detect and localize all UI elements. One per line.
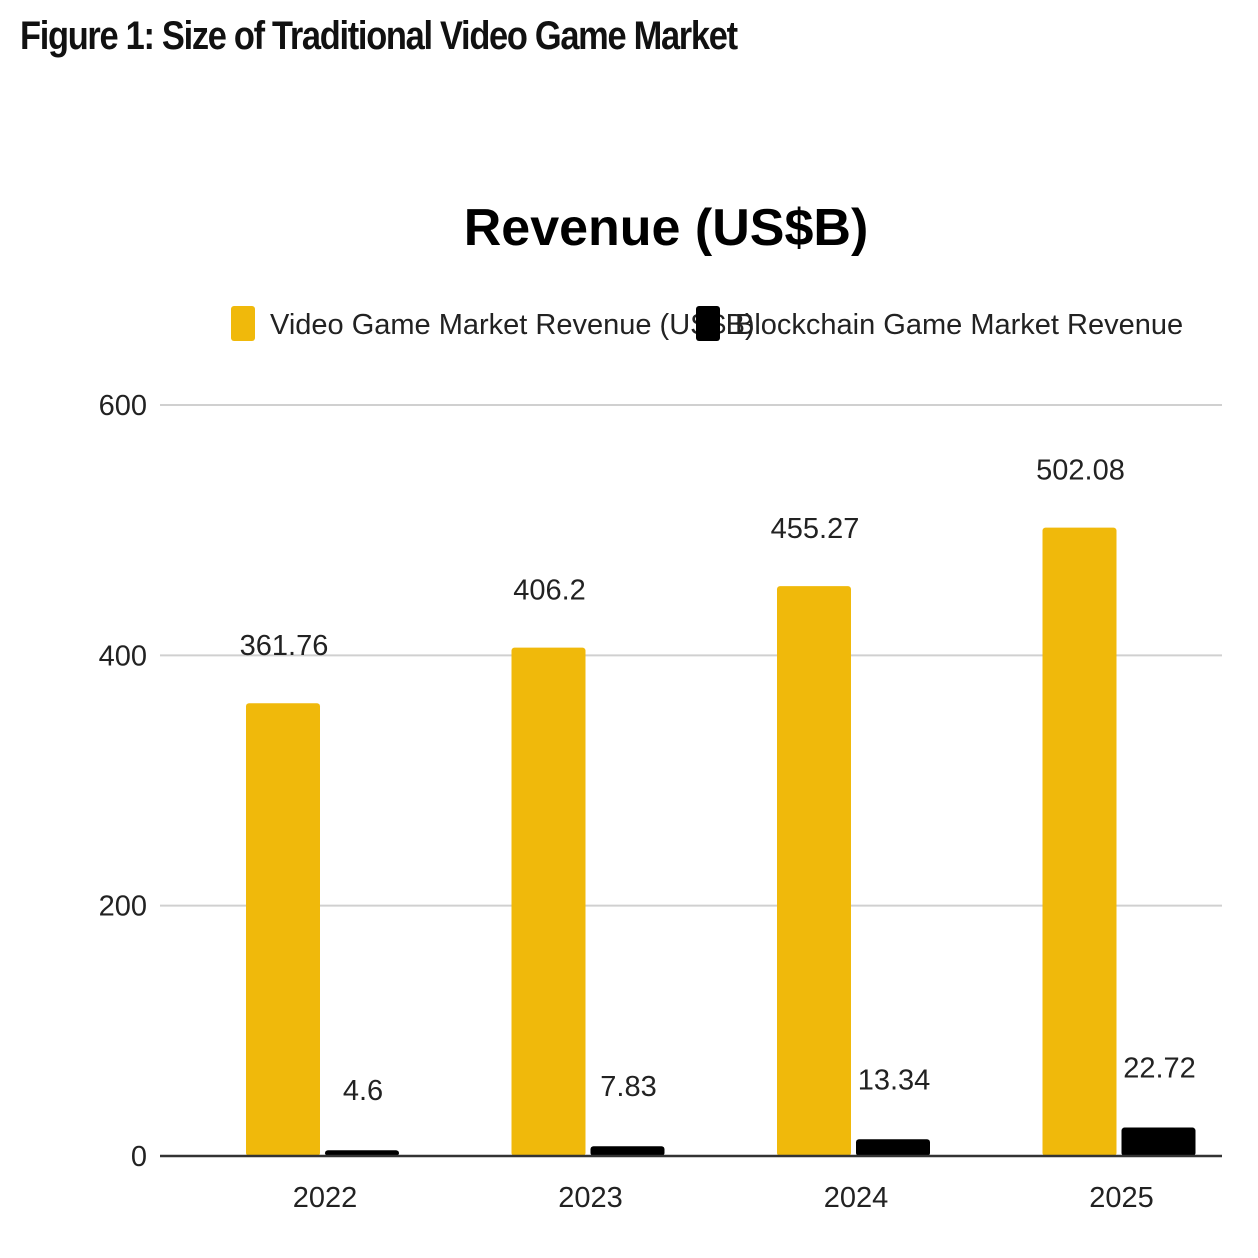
- data-label-blockchain-2022: 4.6: [343, 1075, 383, 1107]
- figure-title: Figure 1: Size of Traditional Video Game…: [20, 14, 738, 58]
- bar-blockchain-2025: [1121, 1127, 1196, 1156]
- x-tick-label-2022: 2022: [293, 1182, 358, 1214]
- legend-label-blockchain: Blockchain Game Market Revenue: [735, 309, 1183, 341]
- bars: [246, 527, 1196, 1156]
- data-labels: 361.76 4.6 406.2 7.83 455.27 13.34 502.08 22.72: [240, 455, 1196, 1108]
- x-axis-ticks: 2022 2023 2024 2025: [293, 1182, 1154, 1214]
- y-tick-label-600: 600: [99, 390, 147, 422]
- chart-title: Revenue (US$B): [464, 199, 869, 257]
- x-tick-label-2023: 2023: [558, 1182, 623, 1214]
- bar-blockchain-2022: [325, 1150, 399, 1156]
- legend-swatch-video-game: [231, 306, 255, 341]
- bar-video-game-2025: [1042, 527, 1117, 1156]
- chart-legend: Video Game Market Revenue (US$B)Blockcha…: [231, 306, 1183, 341]
- bar-blockchain-2024: [856, 1139, 930, 1156]
- data-label-video-game-2024: 455.27: [771, 513, 860, 545]
- data-label-blockchain-2023: 7.83: [600, 1071, 656, 1103]
- data-label-blockchain-2024: 13.34: [858, 1064, 931, 1096]
- x-tick-label-2024: 2024: [824, 1182, 889, 1214]
- bar-video-game-2022: [246, 703, 320, 1156]
- legend-swatch-blockchain: [696, 306, 720, 341]
- data-label-video-game-2025: 502.08: [1036, 455, 1125, 487]
- y-tick-label-400: 400: [99, 640, 147, 672]
- y-tick-label-200: 200: [99, 891, 147, 923]
- data-label-blockchain-2025: 22.72: [1123, 1053, 1196, 1085]
- legend-label-video-game: Video Game Market Revenue (US$B): [270, 309, 755, 341]
- data-label-video-game-2023: 406.2: [513, 575, 586, 607]
- bar-blockchain-2023: [590, 1146, 665, 1156]
- data-label-video-game-2022: 361.76: [240, 630, 329, 662]
- bar-video-game-2024: [777, 586, 851, 1156]
- y-tick-label-0: 0: [131, 1141, 147, 1173]
- y-axis-ticks: 0 200 400 600: [99, 390, 147, 1173]
- x-tick-label-2025: 2025: [1089, 1182, 1154, 1214]
- bar-video-game-2023: [511, 647, 586, 1156]
